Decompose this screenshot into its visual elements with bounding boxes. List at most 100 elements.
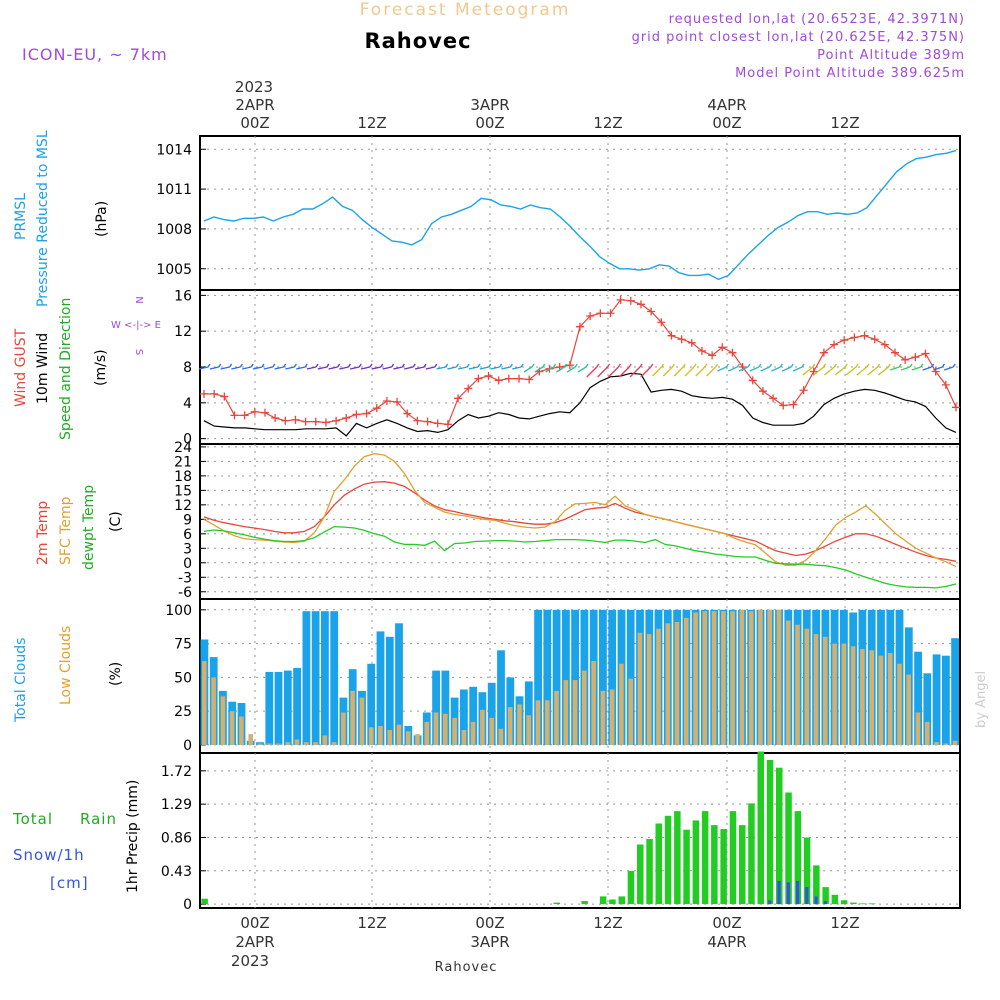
top-year: 2023	[235, 78, 273, 96]
low-cloud-bar	[934, 742, 939, 745]
low-cloud-bar	[229, 711, 235, 745]
panel-frame	[199, 752, 961, 909]
low-cloud-bar	[220, 696, 226, 745]
rain-bar	[766, 760, 774, 905]
wind-direction-barb	[706, 363, 719, 377]
y-tick-label: 100	[165, 603, 192, 619]
gust-point	[372, 404, 381, 413]
y-tick-label: 12	[174, 324, 192, 340]
total-cloud-bar	[626, 609, 635, 745]
compass-n: N	[133, 296, 144, 303]
y-tick-label: 6	[183, 527, 192, 543]
gust-point	[200, 389, 208, 398]
wind-direction-barb	[447, 363, 459, 370]
wind-direction-barb	[371, 363, 384, 370]
low-cloud-bar	[619, 663, 624, 745]
gust-point	[606, 309, 615, 318]
snow-bar	[768, 900, 772, 905]
compass-we: W <-|-> E	[111, 320, 161, 331]
low-cloud-bar	[545, 700, 550, 745]
low-cloud-bar	[350, 690, 355, 745]
low-cloud-bar	[656, 628, 661, 745]
low-cloud-bar	[832, 643, 837, 745]
gust-point	[941, 380, 950, 389]
low-cloud-bar	[211, 677, 216, 745]
app-title: Forecast Meteogram	[360, 0, 571, 20]
total-cloud-bar	[534, 609, 542, 745]
gust-point	[596, 309, 605, 318]
total-cloud-bar	[552, 609, 561, 745]
top-time-tick: 00Z	[240, 114, 269, 132]
wind-direction-barb	[684, 363, 697, 377]
model-name: ICON-EU, ~ 7km	[22, 45, 168, 64]
low-cloud-bar	[563, 680, 569, 745]
rain-bar	[553, 902, 561, 905]
gust-line	[204, 299, 957, 425]
wind-direction-barb	[339, 363, 351, 370]
y-tick-label: 0	[183, 897, 192, 913]
y-tick-label: 1014	[156, 142, 192, 158]
low-cloud-bar	[850, 646, 856, 745]
gust-point	[718, 343, 727, 352]
total-cloud-bar	[367, 663, 376, 745]
precip-unit: 1hr Precip (mm)	[125, 780, 141, 893]
credit-watermark: by Angel	[974, 671, 989, 728]
rain-bar	[692, 820, 700, 905]
gust-point	[220, 392, 229, 401]
wind-direction-barb	[802, 363, 816, 376]
low-cloud-bar	[897, 663, 902, 745]
low-cloud-bar	[813, 634, 819, 745]
rain-bar	[785, 792, 792, 905]
total-cloud-bar	[562, 609, 570, 745]
total-cloud-bar	[460, 689, 468, 745]
gust-point	[281, 416, 290, 425]
low-cloud-bar	[925, 721, 930, 745]
low-cloud-bar	[721, 611, 726, 745]
gust-point	[657, 318, 666, 327]
low-cloud-bar	[526, 715, 531, 745]
bottom-time-tick: 00Z	[475, 914, 504, 932]
model-altitude: Model Point Altitude 389.625m	[735, 66, 965, 81]
rain-bar	[664, 815, 672, 905]
low-cloud-bar	[498, 728, 504, 745]
panels: 1014101110081005161284024211815129630-3-…	[156, 135, 961, 913]
y-tick-label: -6	[178, 585, 192, 601]
wind-direction-barb	[673, 363, 686, 377]
gust-point	[525, 375, 534, 384]
total-label: Total	[12, 810, 53, 828]
low-cloud-bar	[572, 680, 578, 745]
wind-direction-barb	[328, 363, 341, 370]
bottom-date-label: 3APR	[470, 933, 509, 951]
gust-point	[952, 403, 960, 412]
gust-point	[921, 349, 930, 358]
low-cloud-bar	[711, 611, 717, 745]
low-cloud-bar	[739, 609, 745, 745]
low-cloud-bar	[470, 721, 476, 745]
gust-point	[901, 355, 910, 364]
panel-frame	[199, 443, 961, 600]
wind-direction-barb	[760, 363, 773, 372]
rain-bar	[748, 803, 755, 905]
rain-bar	[794, 811, 802, 905]
low-cloud-bar	[665, 623, 671, 745]
total-cloud-bar	[274, 671, 283, 745]
bottom-time-tick: 00Z	[240, 914, 269, 932]
gust-point	[250, 407, 259, 416]
gust-point	[576, 322, 584, 331]
footer-location: Rahovec	[435, 960, 498, 975]
top-time-axis: 00Z 12Z 00Z 12Z 00Z 12Z 2APR 3APR 4APR	[235, 96, 859, 132]
y-tick-label: 1008	[156, 222, 192, 238]
rain-bar	[683, 829, 690, 905]
temp-labels: 2m Temp SFC Temp dewpt Temp (C)	[35, 485, 124, 570]
y-tick-label: 0	[183, 738, 192, 754]
wind-direction-barb	[468, 363, 481, 370]
grid-point-coords: grid point closest lon,lat (20.625E, 42.…	[632, 30, 965, 45]
total-cloud-bar	[599, 609, 607, 745]
gust-point	[423, 417, 432, 426]
gust-point	[464, 384, 473, 393]
y-tick-label: 0	[183, 556, 192, 572]
low-cloud-bar	[702, 611, 708, 745]
low-cloud-bar	[304, 742, 309, 745]
y-tick-label: 8	[183, 360, 192, 376]
